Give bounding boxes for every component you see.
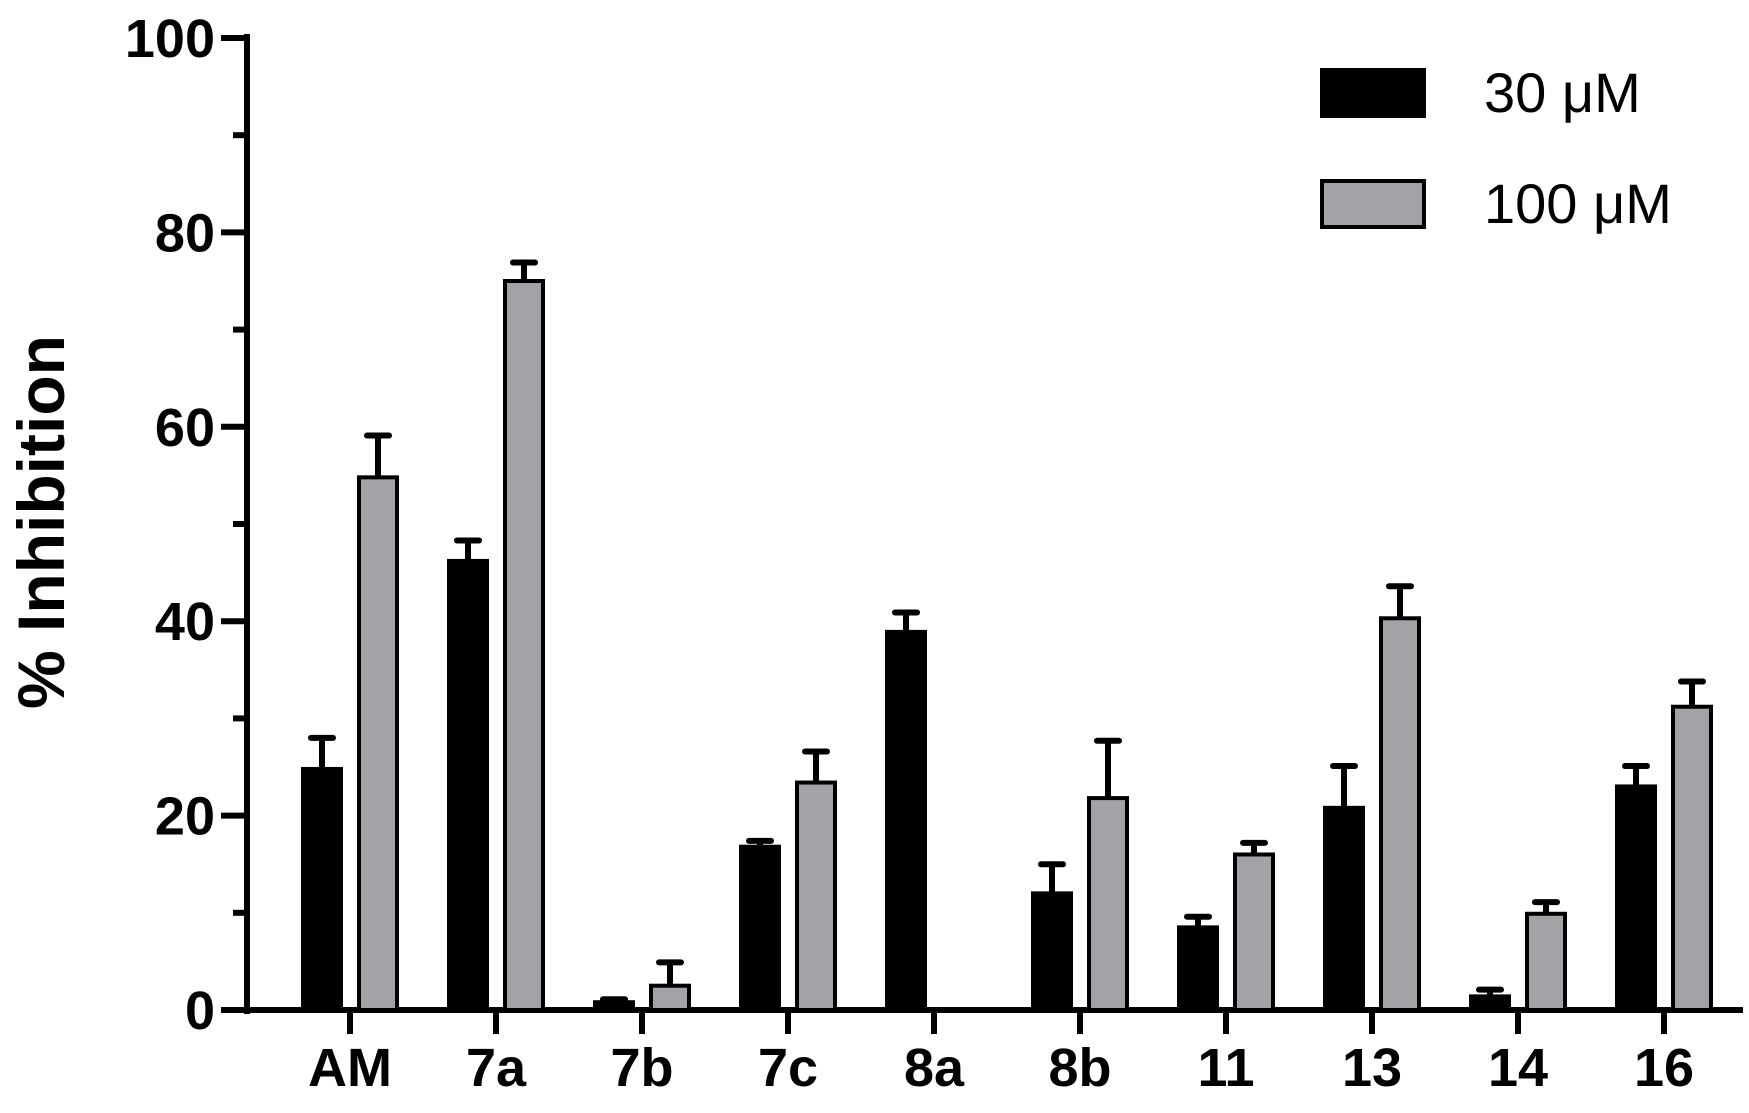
y-tick-label: 80 xyxy=(155,203,215,263)
bar-series-2-7b xyxy=(649,983,691,1013)
y-tick-label: 100 xyxy=(125,9,215,69)
bar-series-1-16 xyxy=(1615,784,1657,1012)
y-axis: 0 20 40 60 80 100 xyxy=(125,9,250,1041)
y-tick-label: 0 xyxy=(185,981,215,1041)
x-tick-label: 8a xyxy=(904,1038,965,1098)
bar-series-1-7a xyxy=(447,558,489,1012)
bar-series-2-AM xyxy=(357,475,399,1012)
y-tick-label: 40 xyxy=(155,592,215,652)
legend-label: 100 μM xyxy=(1484,172,1672,235)
y-tick-label: 20 xyxy=(155,787,215,847)
x-tick-label: 8b xyxy=(1048,1038,1111,1098)
legend-label: 30 μM xyxy=(1484,61,1641,124)
x-tick-label: 7b xyxy=(610,1038,673,1098)
bar-series-2-7a xyxy=(503,279,545,1012)
y-axis-label: % Inhibition xyxy=(4,335,78,709)
bars xyxy=(301,259,1713,1013)
bar-series-1-8b xyxy=(1031,891,1073,1012)
bar-series-1-AM xyxy=(301,766,343,1012)
bar-series-1-7c xyxy=(739,844,781,1012)
legend-swatch xyxy=(1320,179,1426,229)
x-tick-label: 7c xyxy=(758,1038,818,1098)
bar-series-2-14 xyxy=(1525,911,1567,1012)
x-axis: AM 7a 7b 7c 8a 8b 11 13 14 16 xyxy=(244,1007,1743,1098)
bar-series-1-7b xyxy=(593,1000,635,1012)
x-tick-label: 11 xyxy=(1197,1038,1254,1098)
bar-series-1-8a xyxy=(885,629,927,1013)
x-tick-label: 7a xyxy=(466,1038,527,1098)
x-tick-label: 14 xyxy=(1488,1038,1548,1098)
bar-series-1-13 xyxy=(1323,805,1365,1012)
bar-series-2-16 xyxy=(1671,704,1713,1013)
bar-series-1-14 xyxy=(1469,994,1511,1013)
bar-series-2-13 xyxy=(1379,616,1421,1012)
bar-series-2-11 xyxy=(1233,852,1275,1012)
x-tick-label: 16 xyxy=(1634,1038,1694,1098)
x-tick-label: AM xyxy=(308,1038,392,1098)
x-tick-label: 13 xyxy=(1342,1038,1402,1098)
bar-series-1-11 xyxy=(1177,925,1219,1013)
legend: 30 μM 100 μM xyxy=(1320,61,1672,235)
bar-series-2-7c xyxy=(795,780,837,1012)
y-tick-label: 60 xyxy=(155,398,215,458)
bar-series-2-8b xyxy=(1087,796,1129,1012)
legend-swatch xyxy=(1320,68,1426,118)
